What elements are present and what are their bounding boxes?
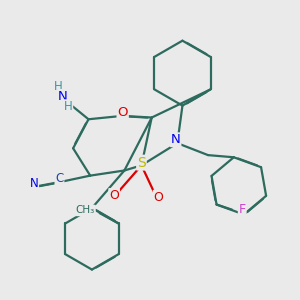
Text: N: N [29,177,38,190]
Text: N: N [58,90,68,103]
Text: O: O [117,106,128,119]
Text: H: H [64,100,72,113]
Text: H: H [53,80,62,93]
Text: F: F [238,203,246,216]
Text: S: S [137,156,146,170]
Text: O: O [154,190,164,204]
Text: N: N [171,133,181,146]
Text: C: C [55,172,64,185]
Text: O: O [109,189,119,202]
Text: CH₃: CH₃ [76,206,95,215]
